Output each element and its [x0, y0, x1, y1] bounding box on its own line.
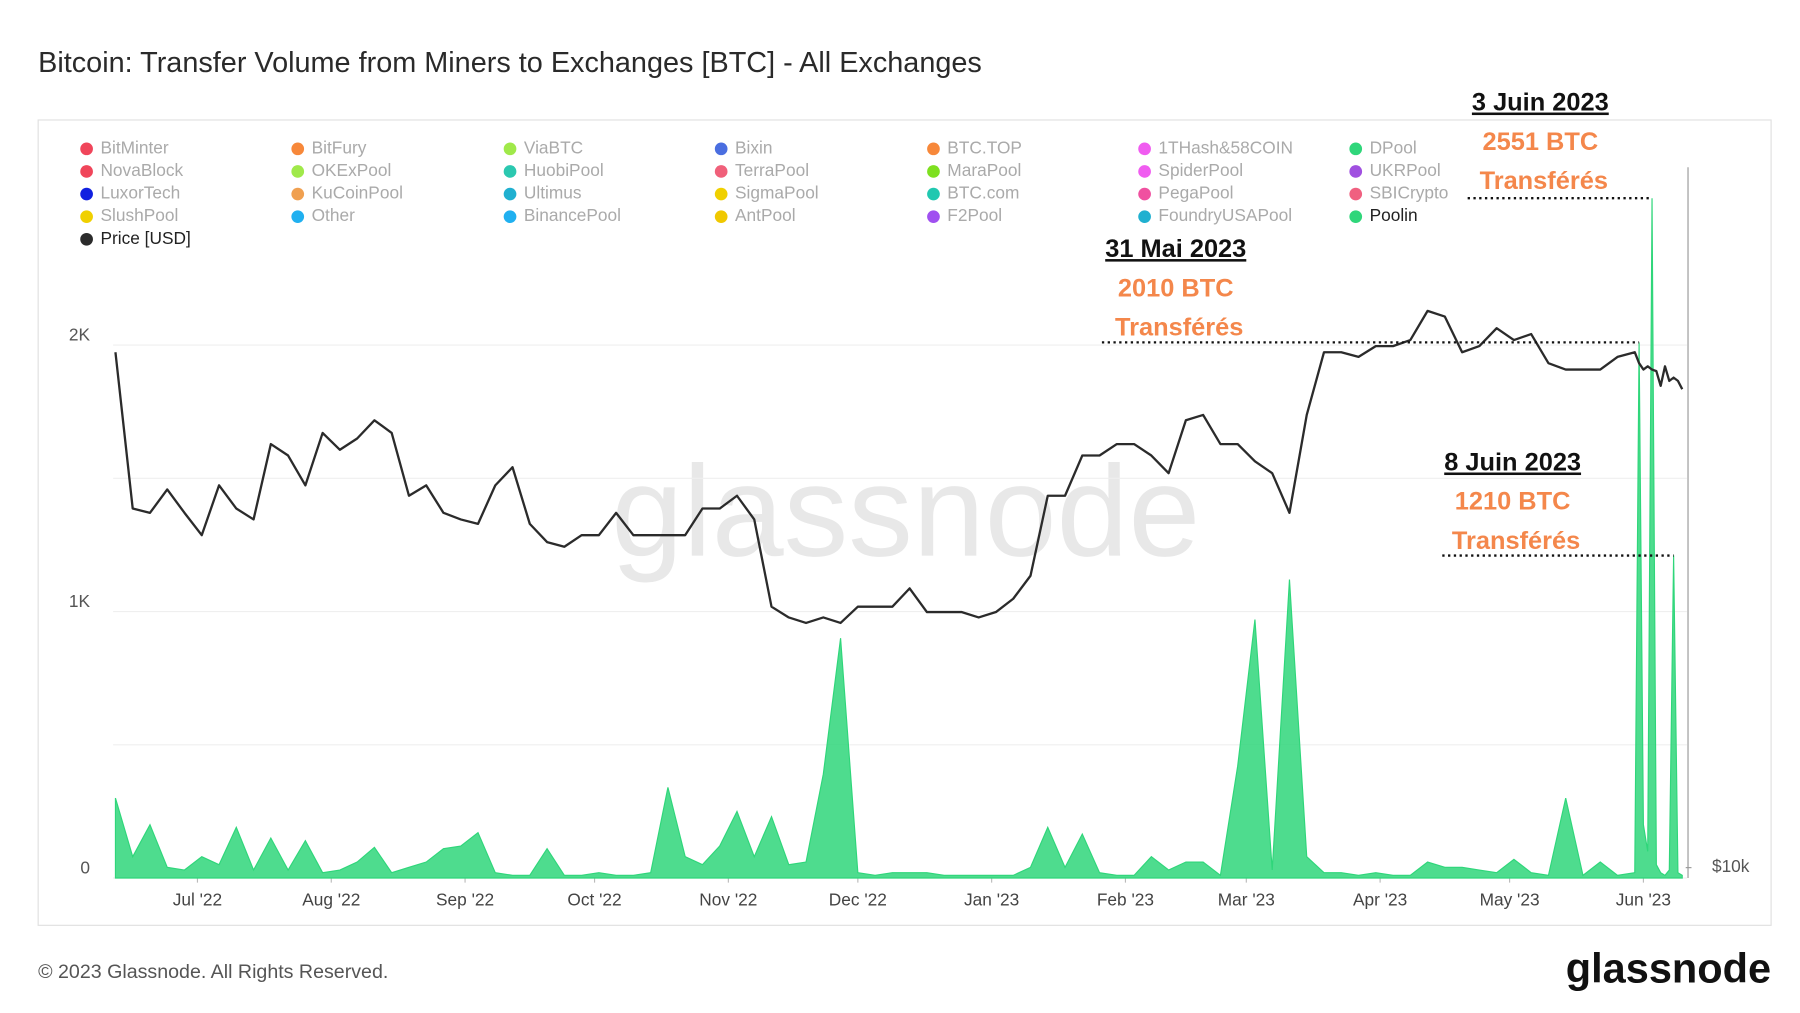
legend-label: SBICrypto	[1370, 183, 1449, 203]
x-tick-label: May '23	[1480, 890, 1540, 910]
legend-swatch	[80, 210, 93, 224]
legend-swatch	[1138, 165, 1151, 178]
legend-label: BTC.TOP	[947, 137, 1022, 157]
legend-swatch	[1138, 187, 1151, 201]
legend-swatch	[503, 187, 517, 201]
x-tick-label: Sep '22	[436, 890, 494, 910]
legend-swatch	[80, 142, 93, 156]
legend-swatch	[1349, 142, 1363, 156]
price-line	[114, 309, 1684, 625]
chart-title: Bitcoin: Transfer Volume from Miners to …	[38, 47, 982, 79]
legend-swatch	[927, 187, 940, 201]
legend-swatch	[927, 165, 940, 178]
y-tick-label: 1K	[69, 591, 91, 611]
legend-label: KuCoinPool	[312, 183, 403, 203]
legend-label: NovaBlock	[100, 160, 183, 180]
annotation-amount: 1210 BTC	[1455, 488, 1571, 516]
y-tick-label: 0	[80, 857, 90, 877]
y2-tick-label: $10k	[1712, 856, 1750, 876]
x-tick-label: Mar '23	[1218, 890, 1275, 910]
annotation-date: 8 Juin 2023	[1444, 449, 1581, 477]
logo: glassnode	[1566, 944, 1771, 991]
legend-label: OKExPool	[312, 160, 392, 180]
legend-label: BTC.com	[947, 183, 1019, 203]
legend-label: LuxorTech	[100, 183, 180, 203]
annotation-date: 31 Mai 2023	[1105, 235, 1246, 263]
x-tick-label: Jul '22	[173, 890, 222, 910]
legend-swatch	[1138, 142, 1151, 156]
annotation-note: Transférés	[1480, 167, 1608, 195]
legend-swatch	[1138, 210, 1151, 224]
legend-swatch	[1349, 210, 1363, 224]
x-tick-label: Jan '23	[964, 890, 1019, 910]
x-tick-label: Nov '22	[699, 890, 757, 910]
x-tick-label: Apr '23	[1353, 890, 1407, 910]
legend-swatch	[503, 165, 517, 178]
annotation-note: Transférés	[1115, 314, 1243, 342]
legend-swatch	[80, 165, 93, 178]
grid: 0 1K 2K $10k Jul '22 Aug '22 Sep '22 Oct '22 Nov…	[69, 167, 1750, 910]
legend-label: BitFury	[312, 137, 367, 157]
legend-label: AntPool	[735, 205, 796, 225]
legend-label: SigmaPool	[735, 183, 819, 203]
legend-swatch	[1349, 187, 1363, 201]
chart-frame	[37, 119, 1772, 926]
legend-swatch	[503, 142, 517, 156]
legend-swatch	[714, 165, 728, 178]
legend-swatch	[291, 165, 305, 178]
annotation-amount: 2551 BTC	[1483, 128, 1599, 156]
x-tick-label: Aug '22	[302, 890, 360, 910]
legend-label: HuobiPool	[524, 160, 604, 180]
legend: BitMinter BitFury ViaBTC Bixin BTC.TOP 1THash…	[80, 137, 1449, 248]
legend-label: ViaBTC	[524, 137, 583, 157]
legend-swatch	[927, 210, 940, 224]
legend-label: Other	[312, 205, 355, 225]
legend-swatch	[80, 232, 93, 246]
legend-label: Ultimus	[524, 183, 582, 203]
legend-swatch	[503, 210, 517, 224]
legend-label: Poolin	[1370, 205, 1418, 225]
x-tick-label: Jun '23	[1616, 890, 1671, 910]
legend-label: BinancePool	[524, 205, 621, 225]
legend-swatch	[291, 187, 305, 201]
legend-swatch	[80, 187, 93, 201]
area	[114, 198, 1683, 879]
legend-label: SlushPool	[100, 205, 178, 225]
legend-label: TerraPool	[735, 160, 809, 180]
legend-label: BitMinter	[100, 137, 168, 157]
annotation-date: 3 Juin 2023	[1472, 89, 1609, 117]
legend-swatch	[291, 142, 305, 156]
plot	[114, 198, 1684, 879]
legend-label: Bixin	[735, 137, 773, 157]
x-tick-label: Dec '22	[829, 890, 887, 910]
y-tick-label: 2K	[69, 324, 91, 344]
watermark: glassnode	[611, 440, 1200, 584]
annotation-amount: 2010 BTC	[1118, 274, 1234, 302]
legend-swatch	[714, 210, 728, 224]
legend-swatch	[927, 142, 940, 156]
legend-label: F2Pool	[947, 205, 1002, 225]
legend-swatch	[1349, 165, 1363, 178]
legend-label: UKRPool	[1370, 160, 1441, 180]
legend-label: FoundryUSAPool	[1158, 205, 1292, 225]
legend-swatch	[291, 210, 305, 224]
legend-label: MaraPool	[947, 160, 1021, 180]
legend-label: PegaPool	[1158, 183, 1233, 203]
annotations: 31 Mai 2023 2010 BTC Transférés 3 Juin 2023…	[1101, 89, 1674, 557]
legend-swatch	[714, 142, 728, 156]
annotation-note: Transférés	[1452, 527, 1580, 555]
footer: © 2023 Glassnode. All Rights Reserved.	[38, 961, 388, 983]
legend-swatch	[714, 187, 728, 201]
legend-label: DPool	[1370, 137, 1417, 157]
legend-label: SpiderPool	[1158, 160, 1243, 180]
x-tick-label: Oct '22	[567, 890, 621, 910]
legend-label: 1THash&58COIN	[1158, 137, 1293, 157]
legend-label: Price [USD]	[100, 228, 190, 248]
x-tick-label: Feb '23	[1097, 890, 1154, 910]
